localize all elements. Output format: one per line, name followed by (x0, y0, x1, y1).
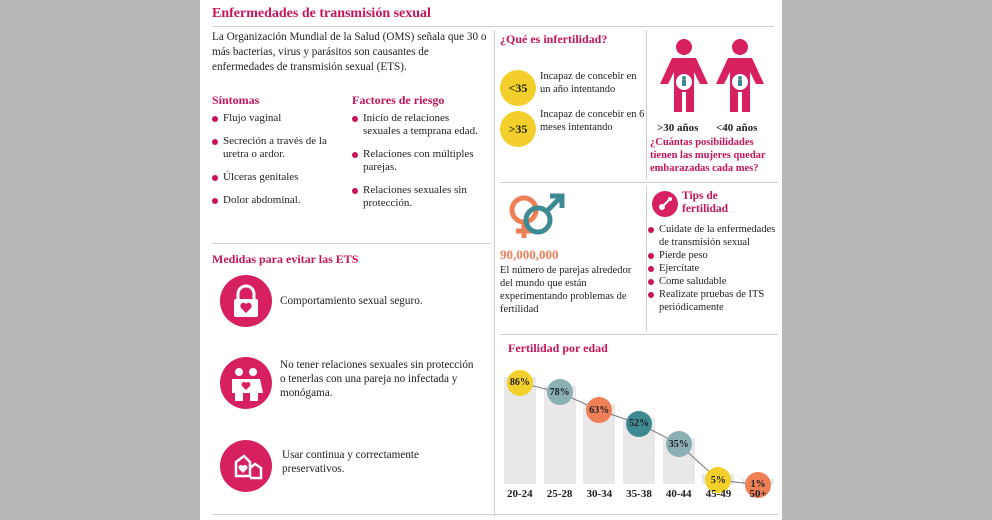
chart-x-axis: 20-24 25-28 30-34 35-38 40-44 45-49 50+ (500, 488, 778, 504)
measure-text: Usar continua y correctamente preservati… (282, 449, 419, 475)
fertility-chart: 86% 78% 63% 52% 35% 5% 1% (500, 360, 778, 498)
couples-number: 90,000,000 (500, 247, 559, 262)
shield-heart-icon (220, 440, 272, 492)
section-divider (500, 334, 778, 335)
list-item: Úlceras genitales (212, 171, 334, 184)
chart-data-label: 78% (546, 379, 573, 406)
chart-tick-label: 20-24 (507, 488, 533, 500)
measures-heading: Medidas para evitar las ETS (212, 252, 359, 266)
padlock-heart-icon (220, 275, 272, 327)
chart-tick-label: 30-34 (586, 488, 613, 500)
age-label: <40 años (716, 122, 758, 134)
symptoms-heading: Síntomas (212, 93, 260, 107)
infertility-text: Incapaz de concebir en 6 meses intentand… (540, 109, 645, 133)
list-item: Secreción a través de la uretra o ardor. (212, 135, 334, 161)
symptoms-list: Flujo vaginal Secreción a través de la u… (212, 112, 334, 217)
list-item: Relaciones sexuales sin protección. (352, 184, 484, 210)
chart-title: Fertilidad por edad (508, 341, 608, 355)
risk-list: Inicio de relaciones sexuales a temprana… (352, 112, 484, 220)
tips-list: Cuidate de la enfermedades de transmisió… (648, 223, 778, 314)
chart-tick-label: 50+ (749, 488, 767, 500)
infographic-panel: Enfermedades de transmisión sexual La Or… (200, 0, 782, 520)
section-divider (212, 243, 490, 244)
list-item: Flujo vaginal (212, 112, 334, 125)
title-divider (212, 26, 774, 27)
list-item: Dolor abdominal. (212, 194, 334, 207)
chart-tick-label: 35-38 (626, 488, 652, 500)
chart-data-label: 63% (586, 397, 613, 424)
chart-data-label: 5% (705, 467, 732, 493)
age-badge: >35 (500, 111, 536, 147)
list-item: Come saludable (648, 275, 778, 288)
list-item: Relaciones con múltiples parejas. (352, 148, 484, 174)
risk-heading: Factores de riesgo (352, 93, 445, 107)
section-divider (646, 186, 647, 332)
section-divider (500, 182, 778, 183)
chart-data-label: 35% (665, 431, 692, 457)
infertility-heading: ¿Qué es infertilidad? (500, 32, 608, 46)
list-item: Realizate pruebas de ITS periódicamente (648, 288, 778, 314)
tips-heading: Tips de fertilidad (682, 190, 728, 215)
chart-tick-label: 40-44 (665, 488, 692, 500)
bottom-divider (212, 514, 778, 515)
chart-data-label: 52% (626, 410, 652, 437)
chart-tick-label: 45-49 (705, 488, 732, 500)
fertility-icon (652, 191, 678, 217)
gender-symbols-icon (502, 186, 568, 251)
pregnancy-question: ¿Cuántas posibilidades tienen las mujere… (650, 137, 766, 174)
list-item: Cuidate de la enfermedades de transmisió… (648, 223, 778, 249)
list-item: Pierde peso (648, 249, 778, 262)
intro-text: La Organización Mundial de la Salud (OMS… (212, 31, 487, 73)
measure-text: No tener relaciones sexuales sin protecc… (280, 359, 474, 399)
column-divider (494, 30, 495, 516)
list-item: Inicio de relaciones sexuales a temprana… (352, 112, 484, 138)
pregnant-woman-icon (714, 38, 766, 127)
pregnant-woman-icon (658, 38, 710, 127)
chart-data-label: 86% (506, 369, 533, 396)
section-divider (646, 30, 647, 180)
chart-data-label: 1% (745, 471, 772, 498)
couple-icon (220, 357, 272, 409)
measure-text: Comportamiento sexual seguro. (280, 295, 423, 307)
age-label: >30 años (657, 122, 699, 134)
couples-text: El número de parejas alrededor del mundo… (500, 265, 632, 315)
age-badge: <35 (500, 70, 536, 106)
chart-tick-label: 25-28 (546, 488, 573, 500)
page-title: Enfermedades de transmisión sexual (212, 6, 431, 21)
list-item: Ejercítate (648, 262, 778, 275)
infertility-text: Incapaz de concebir en un año intentando (540, 71, 637, 95)
